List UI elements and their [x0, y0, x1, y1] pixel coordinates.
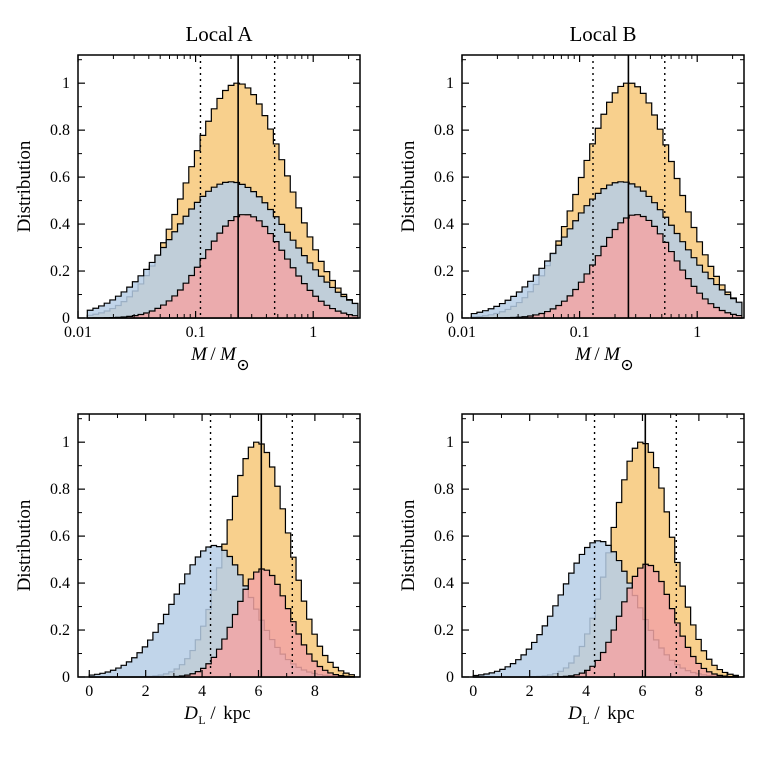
y-axis-label: Distribution [398, 499, 419, 591]
xtick-label: 8 [695, 683, 703, 700]
ytick-label: 1 [62, 434, 70, 451]
y-axis-label: Distribution [14, 140, 35, 232]
xtick-label: 2 [142, 683, 150, 700]
svg-text:/: / [210, 344, 216, 365]
panel-top-right: 0.010.1100.20.40.60.81DistributionM/MLoc… [384, 0, 768, 384]
xtick-label: 0 [85, 683, 93, 700]
xtick-label: 0.1 [570, 324, 590, 341]
ytick-label: 0.6 [50, 169, 70, 186]
ytick-label: 0.2 [50, 263, 70, 280]
svg-text:kpc: kpc [223, 703, 250, 724]
svg-text:M: M [219, 344, 237, 365]
svg-text:/: / [594, 703, 600, 724]
xtick-label: 6 [638, 683, 646, 700]
ytick-label: 0.4 [434, 216, 454, 233]
ytick-label: 0.4 [50, 216, 70, 233]
panel-grid: 0.010.1100.20.40.60.81DistributionM/MLoc… [0, 0, 768, 768]
ytick-label: 1 [446, 434, 454, 451]
xtick-label: 0 [469, 683, 477, 700]
svg-text:/: / [210, 703, 216, 724]
svg-text:M: M [190, 344, 208, 365]
ytick-label: 0.4 [434, 575, 454, 592]
ytick-label: 0.8 [50, 481, 70, 498]
y-axis-label: Distribution [14, 499, 35, 591]
svg-text:D: D [567, 703, 582, 724]
ytick-label: 0.6 [434, 169, 454, 186]
xtick-label: 8 [311, 683, 319, 700]
ytick-label: 0.2 [434, 263, 454, 280]
ytick-label: 0.2 [434, 622, 454, 639]
xtick-label: 4 [582, 683, 590, 700]
panel-title: Local B [569, 22, 636, 46]
xtick-label: 6 [254, 683, 262, 700]
ytick-label: 0 [446, 310, 454, 327]
svg-text:kpc: kpc [607, 703, 634, 724]
ytick-label: 0.6 [50, 528, 70, 545]
ytick-label: 0.8 [434, 481, 454, 498]
ytick-label: 0.6 [434, 528, 454, 545]
svg-text:L: L [582, 714, 589, 727]
panel-bottom-right: 0 2 4 6 8 0 0.2 0.4 0.6 0.8 1 Distribution DL / kpc [384, 384, 768, 768]
xtick-label: 2 [526, 683, 534, 700]
svg-text:D: D [183, 703, 198, 724]
svg-text:/: / [594, 344, 600, 365]
ytick-label: 0.2 [50, 622, 70, 639]
xtick-label: 4 [198, 683, 206, 700]
ytick-label: 0 [62, 669, 70, 686]
svg-text:M: M [574, 344, 592, 365]
y-axis-label: Distribution [398, 140, 419, 232]
ytick-label: 0 [446, 669, 454, 686]
ytick-label: 1 [62, 75, 70, 92]
svg-text:M: M [603, 344, 621, 365]
xtick-label: 1 [693, 324, 701, 341]
panel-bottom-left: 0 2 4 6 8 0 0.2 0.4 0.6 0.8 1 Distribution DL / kpc [0, 384, 384, 768]
panel-title: Local A [185, 22, 253, 46]
ytick-label: 0.4 [50, 575, 70, 592]
ytick-label: 0.8 [434, 122, 454, 139]
ytick-label: 0 [62, 310, 70, 327]
ytick-label: 1 [446, 75, 454, 92]
panel-top-left: 0.010.1100.20.40.60.81DistributionM/MLoc… [0, 0, 384, 384]
xtick-label: 0.1 [186, 324, 206, 341]
svg-text:L: L [198, 714, 205, 727]
ytick-label: 0.8 [50, 122, 70, 139]
xtick-label: 1 [309, 324, 317, 341]
